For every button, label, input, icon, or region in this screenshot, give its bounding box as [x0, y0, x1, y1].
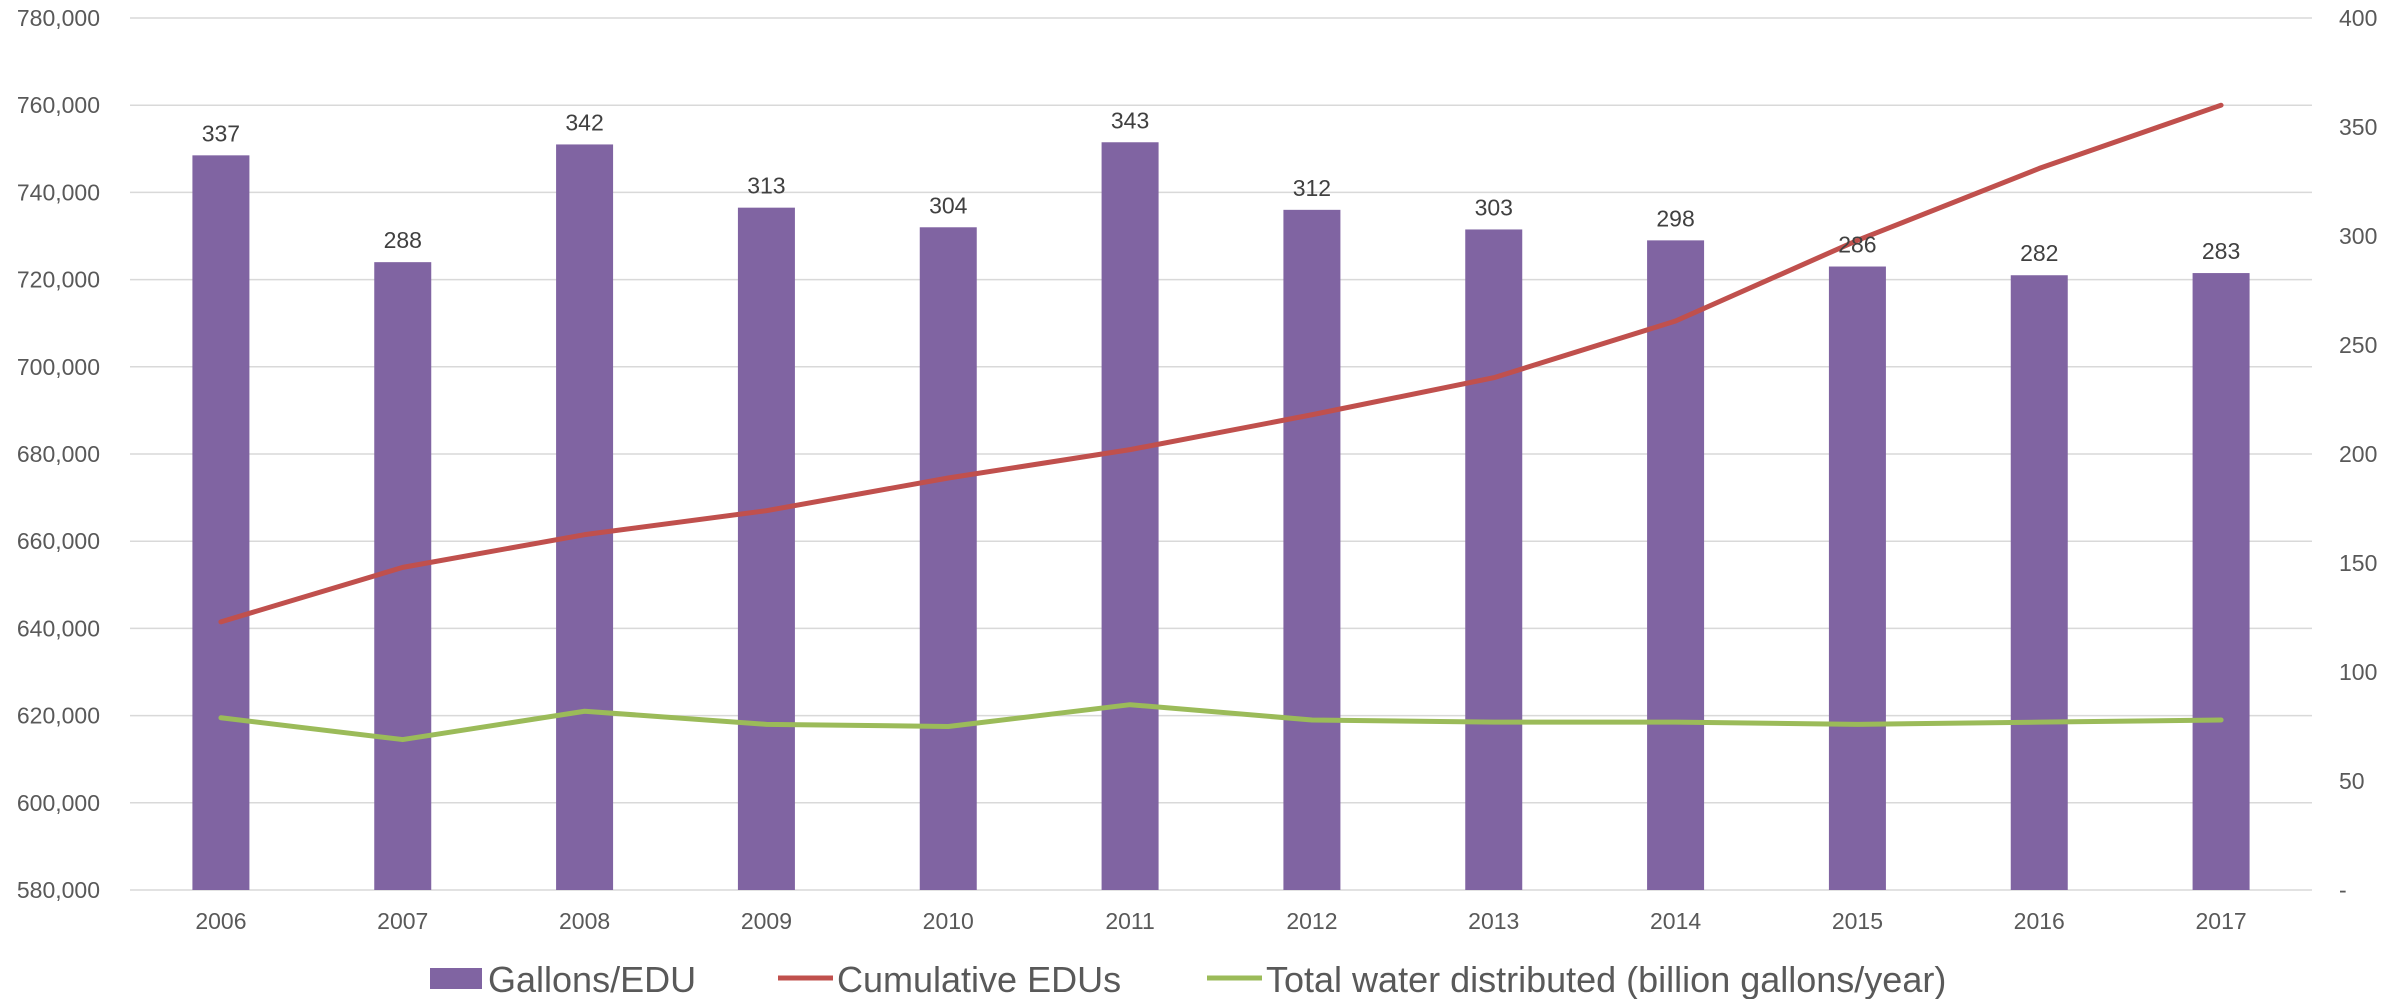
x-tick-label: 2015: [1832, 908, 1883, 934]
data-label-gallons-per-edu: 312: [1293, 175, 1331, 201]
data-label-gallons-per-edu: 313: [747, 173, 785, 199]
x-tick-label: 2012: [1286, 908, 1337, 934]
x-tick-label: 2017: [2195, 908, 2246, 934]
bar-gallons-per-edu: [1465, 229, 1523, 890]
y-right-tick-label: 200: [2339, 441, 2377, 467]
lines: [218, 102, 2224, 743]
y-left-tick-label: 680,000: [17, 441, 100, 467]
bar-gallons-per-edu: [737, 207, 795, 890]
legend-label-cumulative-edus: Cumulative EDUs: [837, 959, 1121, 999]
bar-gallons-per-edu: [374, 262, 432, 890]
legend-swatch-gallons-per-edu: [430, 968, 482, 989]
x-tick-label: 2016: [2014, 908, 2065, 934]
y-right-tick-label: 100: [2339, 659, 2377, 685]
legend-label-gallons-per-edu: Gallons/EDU: [488, 959, 696, 999]
x-tick-label: 2007: [377, 908, 428, 934]
y-right-tick-label: 300: [2339, 223, 2377, 249]
data-label-gallons-per-edu: 343: [1111, 107, 1149, 133]
y-left-tick-label: 600,000: [17, 790, 100, 816]
data-label-gallons-per-edu: 288: [384, 227, 422, 253]
y-left-tick-label: 740,000: [17, 179, 100, 205]
bars-gallons-per-edu: [192, 142, 2250, 891]
y-right-tick-label: 50: [2339, 768, 2365, 794]
x-tick-label: 2013: [1468, 908, 1519, 934]
bar-gallons-per-edu: [1647, 240, 1705, 891]
axes: 580,000 600,000 620,000 640,000 660,000 680,0…: [17, 5, 2378, 934]
bar-gallons-per-edu: [919, 227, 977, 890]
data-label-gallons-per-edu: 298: [1656, 205, 1694, 231]
data-label-gallons-per-edu: 303: [1475, 194, 1513, 220]
y-left-tick-label: 580,000: [17, 877, 100, 903]
y-left-tick-label: 760,000: [17, 92, 100, 118]
data-label-gallons-per-edu: 283: [2202, 238, 2240, 264]
data-label-gallons-per-edu: 282: [2020, 240, 2058, 266]
data-label-gallons-per-edu: 286: [1838, 232, 1876, 258]
data-labels: 337 288 342 313 304 343 312 303 298 286 282 283: [202, 107, 2241, 266]
legend: Gallons/EDU Cumulative EDUs Total water …: [430, 959, 1946, 1000]
gridlines: [130, 17, 2312, 891]
y-left-tick-label: 620,000: [17, 703, 100, 729]
bar-gallons-per-edu: [2192, 273, 2250, 890]
y-right-tick-label: 250: [2339, 332, 2377, 358]
y-left-tick-label: 640,000: [17, 615, 100, 641]
y-left-tick-label: 780,000: [17, 5, 100, 31]
y-right-tick-label: 400: [2339, 5, 2377, 31]
line-cumulative-edus: [218, 102, 2224, 625]
x-tick-label: 2008: [559, 908, 610, 934]
legend-label-total-water: Total water distributed (billion gallons…: [1266, 959, 1946, 999]
legend-item-total-water[interactable]: Total water distributed (billion gallons…: [1207, 959, 1946, 1000]
y-left-tick-label: 700,000: [17, 354, 100, 380]
data-label-gallons-per-edu: 337: [202, 120, 240, 146]
bar-gallons-per-edu: [1828, 266, 1886, 890]
y-right-tick-label: 350: [2339, 114, 2377, 140]
bar-gallons-per-edu: [2010, 275, 2068, 890]
x-tick-label: 2014: [1650, 908, 1701, 934]
y-left-tick-label: 660,000: [17, 528, 100, 554]
x-tick-label: 2011: [1105, 908, 1154, 934]
x-tick-label: 2009: [741, 908, 792, 934]
y-left-tick-label: 720,000: [17, 267, 100, 293]
y-right-tick-label: -: [2339, 877, 2347, 903]
line-total-water-distributed: [218, 702, 2224, 743]
legend-item-cumulative-edus[interactable]: Cumulative EDUs: [778, 959, 1121, 1000]
data-label-gallons-per-edu: 304: [929, 192, 968, 218]
data-label-gallons-per-edu: 342: [565, 109, 603, 135]
y-right-tick-label: 150: [2339, 550, 2377, 576]
legend-item-gallons-per-edu[interactable]: Gallons/EDU: [430, 959, 696, 1000]
bar-gallons-per-edu: [556, 144, 614, 890]
x-tick-label: 2006: [195, 908, 246, 934]
bar-gallons-per-edu: [1283, 209, 1341, 891]
x-tick-label: 2010: [923, 908, 974, 934]
bar-gallons-per-edu: [1101, 142, 1159, 890]
bar-gallons-per-edu: [192, 155, 250, 891]
